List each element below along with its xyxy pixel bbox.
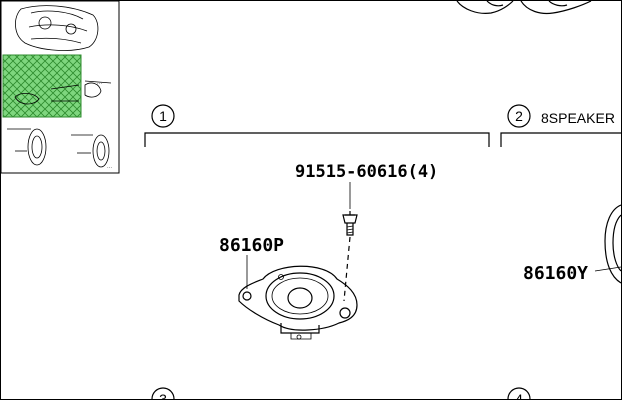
section-2-circle	[507, 104, 531, 128]
speaker-icon[interactable]	[238, 265, 358, 340]
speaker-right-part-number[interactable]: 86160Y	[523, 263, 588, 284]
section-1-circle	[151, 104, 175, 128]
section-2-label: 8SPEAKER	[541, 110, 615, 126]
section-2-number: 2	[515, 108, 523, 124]
section-3-header: 3	[151, 387, 175, 399]
section-4-number: 4	[515, 391, 523, 399]
section-1-number: 1	[159, 108, 167, 124]
svg-text:···: ···	[97, 81, 102, 87]
screw-icon[interactable]	[342, 211, 358, 236]
svg-text:···: ···	[107, 165, 112, 171]
section-3-number: 3	[159, 391, 167, 399]
locator-thumbnail[interactable]: ··· ···	[1, 1, 120, 174]
speaker-right-leader-line	[594, 266, 621, 272]
screw-part-number[interactable]: 91515-60616(4)	[295, 162, 438, 182]
section-1-header: 1	[144, 104, 490, 147]
highlight-region[interactable]	[2, 54, 82, 118]
speaker-right-icon[interactable]	[604, 204, 621, 284]
screw-dashed-guide	[343, 236, 351, 302]
partial-top-drawing	[456, 1, 592, 15]
speaker-left-part-number[interactable]: 86160P	[219, 235, 284, 256]
section-4-header: 4	[507, 387, 531, 399]
section-2-header: 2 8SPEAKER	[500, 104, 621, 147]
